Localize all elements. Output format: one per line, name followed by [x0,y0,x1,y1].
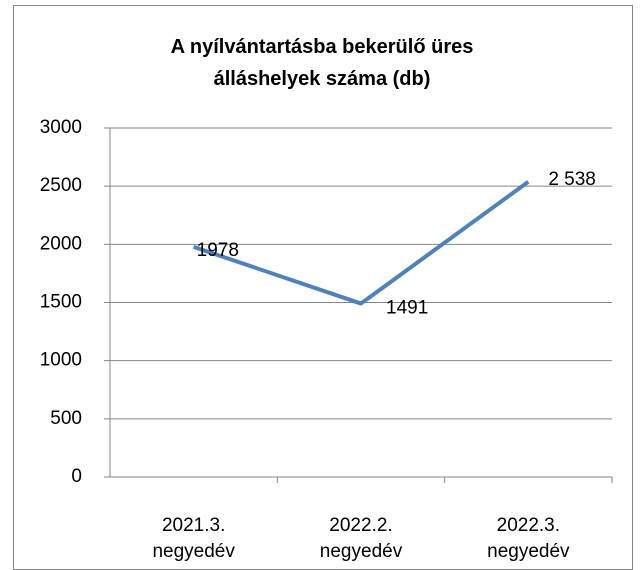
chart-frame [13,5,633,570]
line-series [193,180,530,306]
y-tick-label: 500 [50,408,82,429]
y-tick-label: 1000 [40,350,82,371]
y-tick-label: 3000 [40,117,82,138]
x-tick-label: 2022.3. negyedév [487,515,570,562]
chart-title: A nyílvántartásba bekerülő üres álláshely… [171,36,474,90]
y-tick-label: 2000 [40,233,82,254]
y-tick-label: 1500 [40,292,82,313]
y-tick-label: 2500 [40,175,82,196]
x-tick-label: 2022.2. negyedév [320,515,403,562]
x-tick-label: 2021.3. negyedév [152,515,235,562]
data-label: 1978 [197,240,239,261]
y-tick-label: 0 [71,466,82,487]
data-label: 2 538 [548,169,596,190]
data-label: 1491 [386,298,428,319]
